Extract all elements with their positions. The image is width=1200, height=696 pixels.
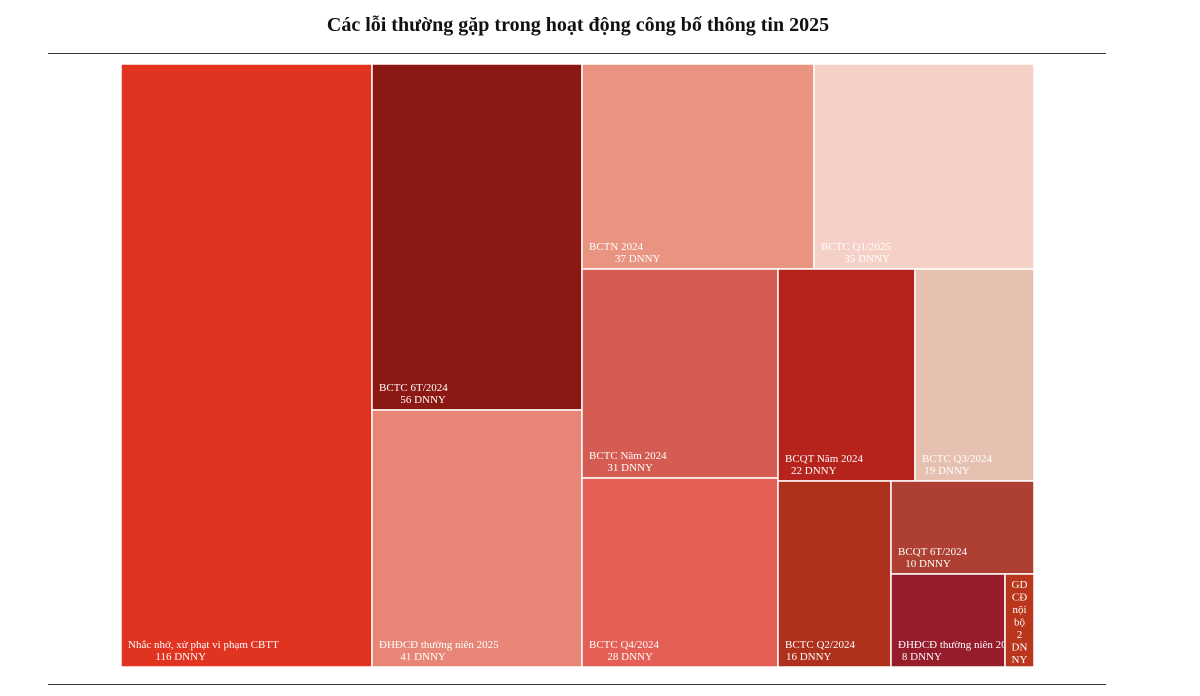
treemap-cell [813, 63, 1035, 270]
tile-value-label: 8 DNNY [902, 651, 942, 663]
tile-name-label: BCTC Năm 2024 [589, 450, 667, 462]
bottom-divider [48, 684, 1106, 685]
tile-value-label: 19 DNNY [924, 465, 970, 477]
treemap-cell [1004, 573, 1035, 668]
tile-stacked-label: NY [1012, 654, 1028, 666]
tile-value-label: 35 DNNY [844, 253, 890, 265]
tile-stacked-label: bộ [1014, 617, 1026, 629]
tile-name-label: BCTC Q4/2024 [589, 639, 659, 651]
tile-value-label: 31 DNNY [607, 462, 653, 474]
tile-stacked-label: 2 [1017, 629, 1023, 641]
tile-name-label: BCTN 2024 [589, 241, 644, 253]
treemap-cell [777, 268, 916, 482]
tile-name-label: BCTC Q2/2024 [785, 639, 855, 651]
tile-value-label: 56 DNNY [400, 394, 446, 406]
treemap-cell [120, 63, 373, 668]
tile-name-label: BCTC Q1/2025 [821, 241, 891, 253]
tile-name-label: Nhắc nhở, xử phạt vi phạm CBTT [128, 639, 279, 651]
tile-name-label: ĐHĐCĐ thường niên 2024 [898, 639, 1018, 651]
treemap-cell [914, 268, 1035, 482]
tile-value-label: 16 DNNY [786, 651, 832, 663]
tile-stacked-label: GD [1012, 579, 1028, 591]
tile-value-label: 10 DNNY [905, 558, 951, 570]
tile-value-label: 41 DNNY [400, 651, 446, 663]
tile-name-label: BCTC Q3/2024 [922, 453, 992, 465]
treemap-cell [581, 477, 779, 668]
treemap-cell [371, 63, 583, 411]
tile-stacked-label: CĐ [1012, 592, 1027, 604]
tile-value-label: 22 DNNY [791, 465, 837, 477]
tile-value-label: 37 DNNY [615, 253, 661, 265]
chart-title: Các lỗi thường gặp trong hoạt động công … [326, 14, 830, 36]
tile-value-label: 116 DNNY [155, 651, 206, 663]
tile-name-label: BCQT Năm 2024 [785, 453, 864, 465]
tile-stacked-label: nội [1012, 604, 1026, 616]
top-divider [48, 53, 1106, 54]
tile-name-label: BCQT 6T/2024 [898, 546, 968, 558]
tile-stacked-label: DN [1012, 642, 1028, 654]
treemap-cell [371, 409, 583, 668]
tile-value-label: 28 DNNY [607, 651, 653, 663]
treemap-cell [581, 63, 815, 270]
treemap-cell [777, 480, 892, 668]
treemap-cell [890, 480, 1035, 575]
tile-name-label: ĐHĐCĐ thường niên 2025 [379, 639, 499, 651]
treemap-cell [581, 268, 779, 479]
treemap-cell [890, 573, 1006, 668]
tile-name-label: BCTC 6T/2024 [379, 382, 448, 394]
